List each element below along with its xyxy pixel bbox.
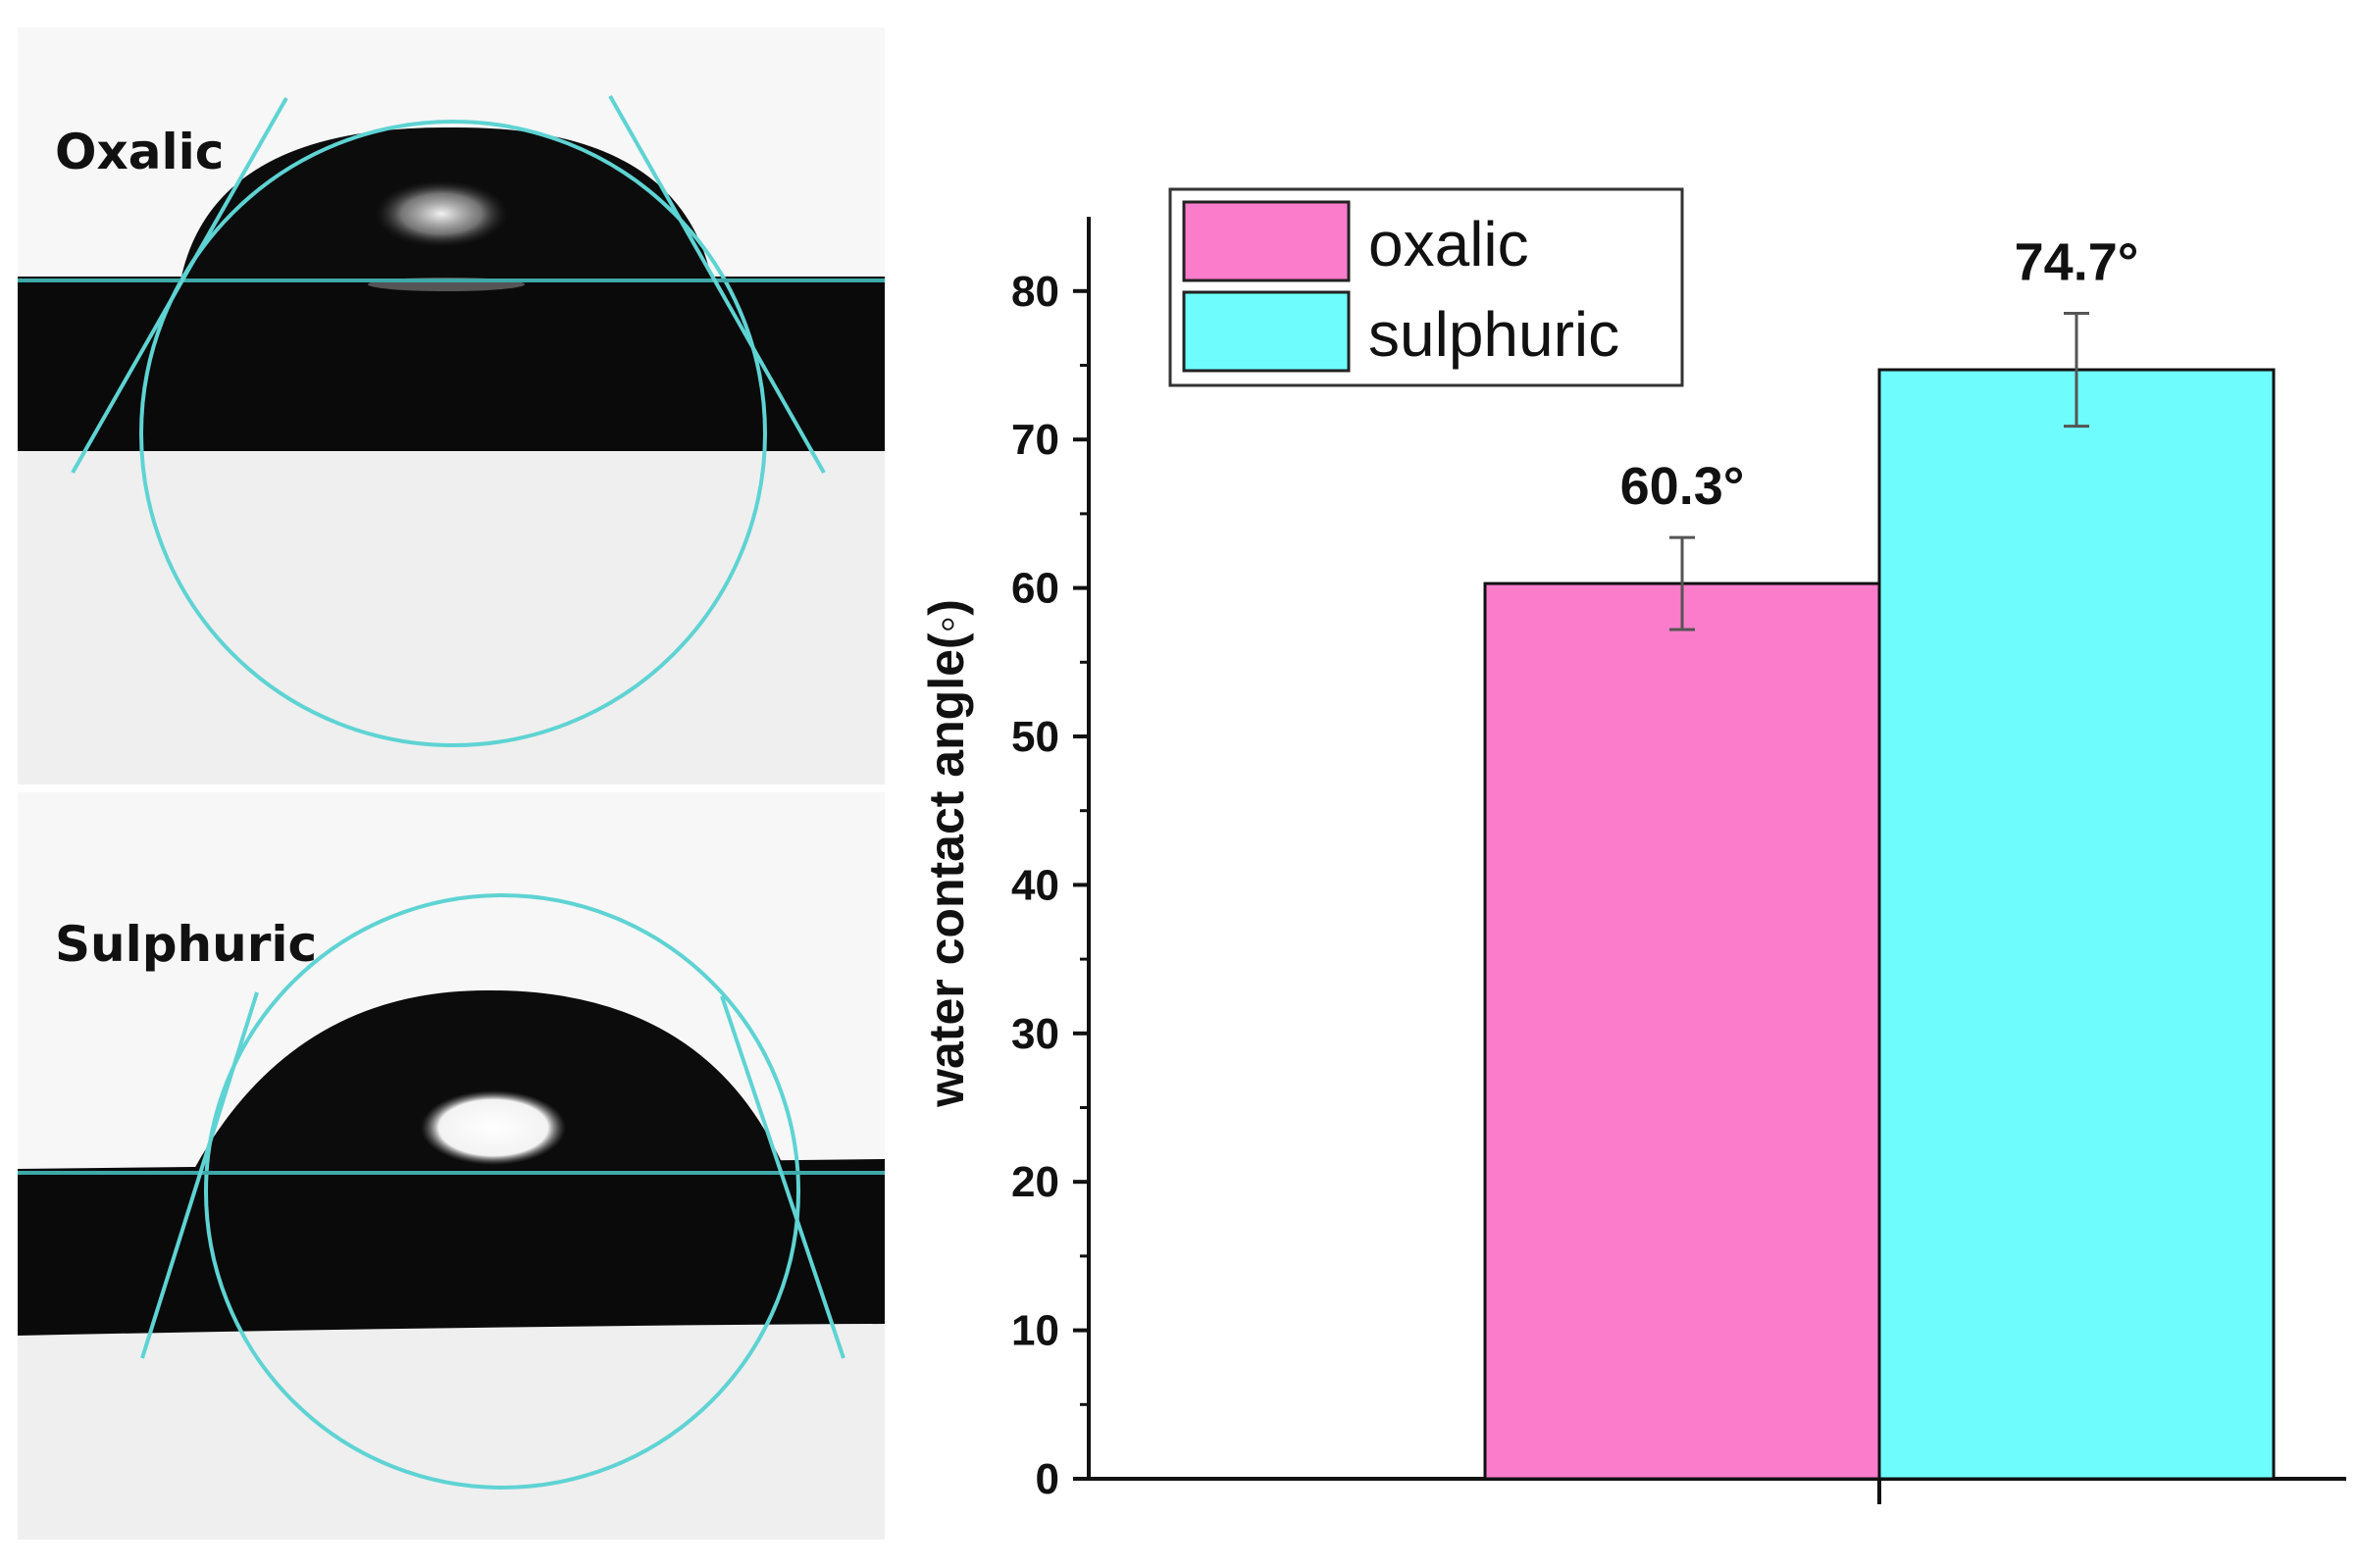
y-tick-label: 20 xyxy=(1011,1158,1059,1206)
y-tick-label: 30 xyxy=(1011,1010,1059,1058)
data-labels: 60.3° 74.7° xyxy=(1620,233,2139,517)
sulphuric-droplet-photo: Sulphuric xyxy=(18,792,885,1540)
y-tick-label: 10 xyxy=(1011,1307,1059,1355)
photo-label-oxalic: Oxalic xyxy=(55,124,224,180)
y-tick-label: 50 xyxy=(1011,713,1059,761)
oxalic-droplet-photo: Oxalic xyxy=(18,27,885,784)
bars xyxy=(1483,368,2276,1481)
legend-label-oxalic: oxalic xyxy=(1368,209,1529,279)
y-tick-label: 80 xyxy=(1011,268,1059,316)
droplet-highlight xyxy=(375,180,508,247)
substrate-band xyxy=(18,1159,885,1336)
legend-swatch-sulphuric xyxy=(1182,290,1351,373)
y-tick-label: 0 xyxy=(1036,1455,1059,1503)
tangent-left xyxy=(71,97,288,474)
data-label-sulphuric: 74.7° xyxy=(2015,233,2139,292)
fit-circle xyxy=(204,893,800,1490)
y-tick-label: 70 xyxy=(1011,416,1059,464)
legend-swatch-oxalic xyxy=(1182,200,1351,282)
bar-oxalic xyxy=(1483,582,1881,1481)
tangent-left xyxy=(140,991,259,1359)
water-droplet xyxy=(194,989,785,1169)
legend-label-sulphuric: sulphuric xyxy=(1368,299,1619,370)
y-axis-title: water contact angle(◦) xyxy=(919,599,974,1108)
bar-chart: 0 10 20 30 40 50 60 70 80 60.3° 74.7° water conta… xyxy=(919,187,2346,1504)
data-label-oxalic: 60.3° xyxy=(1620,457,1745,516)
legend: oxalic sulphuric xyxy=(1168,187,1684,387)
photo-label-sulphuric: Sulphuric xyxy=(55,916,317,973)
error-bars xyxy=(1669,312,2089,632)
tangent-right xyxy=(720,995,845,1359)
substrate-band xyxy=(18,277,885,451)
fit-circle xyxy=(139,120,767,747)
y-tick-label: 60 xyxy=(1011,565,1059,613)
x-axis xyxy=(1087,1477,2346,1504)
droplet-highlight xyxy=(421,1090,566,1165)
y-axis: 0 10 20 30 40 50 60 70 80 xyxy=(1011,217,1091,1503)
bar-sulphuric xyxy=(1877,368,2276,1481)
y-tick-label: 40 xyxy=(1011,861,1059,909)
tangent-right xyxy=(608,95,826,474)
